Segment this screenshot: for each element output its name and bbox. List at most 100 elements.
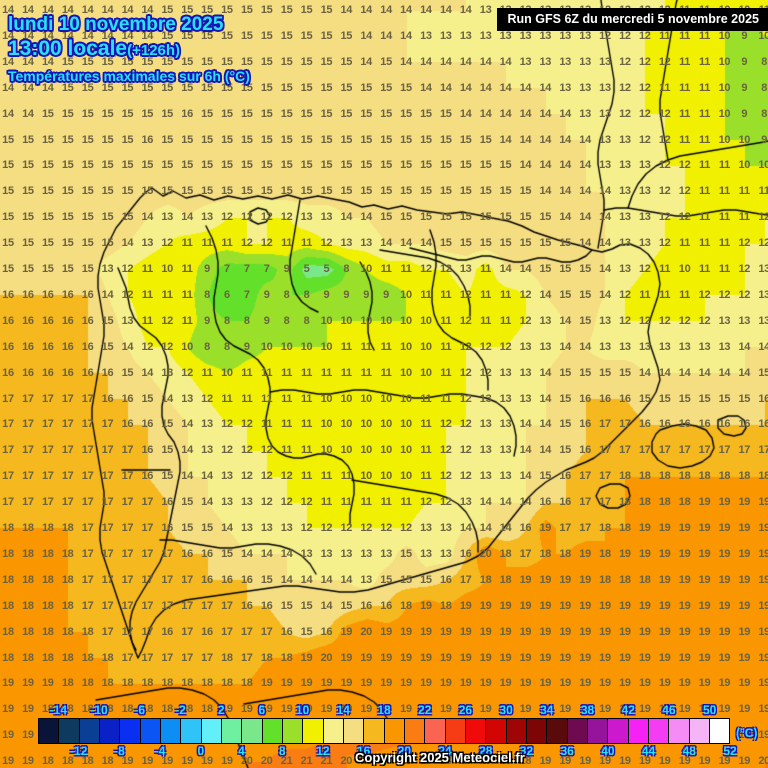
grid-temperature-value: 14: [539, 107, 552, 120]
grid-temperature-value: 18: [61, 625, 74, 638]
grid-temperature-value: 13: [619, 211, 631, 224]
grid-temperature-value: 15: [280, 29, 293, 42]
grid-temperature-value: 17: [121, 651, 134, 664]
grid-temperature-value: 11: [738, 211, 750, 224]
legend-swatch: [221, 719, 243, 743]
legend-swatch: [486, 719, 507, 743]
grid-temperature-value: 18: [658, 470, 671, 483]
grid-temperature-value: 19: [738, 651, 751, 664]
legend-tick-label: 52: [723, 744, 737, 758]
grid-temperature-value: 19: [459, 651, 472, 664]
grid-temperature-value: 13: [479, 4, 492, 16]
grid-temperature-value: 13: [420, 29, 432, 42]
grid-temperature-value: 15: [2, 211, 14, 224]
grid-temperature-value: 18: [61, 522, 74, 534]
grid-temperature-value: 14: [201, 470, 213, 483]
grid-temperature-value: 14: [181, 444, 193, 457]
grid-temperature-value: 19: [519, 573, 532, 586]
grid-temperature-value: 12: [738, 237, 751, 250]
grid-temperature-value: 17: [161, 547, 174, 560]
grid-temperature-value: 19: [758, 651, 768, 664]
grid-temperature-value: 9: [243, 340, 250, 353]
grid-temperature-value: 19: [678, 755, 691, 768]
grid-temperature-value: 14: [61, 29, 74, 42]
grid-temperature-value: 15: [479, 159, 492, 172]
grid-temperature-value: 16: [201, 547, 213, 560]
grid-temperature-value: 17: [41, 470, 54, 483]
grid-temperature-value: 17: [2, 470, 14, 483]
grid-temperature-value: 12: [638, 107, 651, 120]
grid-temperature-value: 12: [161, 340, 174, 353]
grid-temperature-value: 19: [638, 703, 651, 716]
grid-temperature-value: 15: [439, 185, 452, 198]
grid-temperature-value: 17: [41, 444, 54, 457]
grid-temperature-value: 15: [380, 185, 392, 198]
grid-temperature-value: 19: [579, 625, 591, 638]
grid-temperature-value: 12: [340, 522, 353, 534]
grid-temperature-value: 14: [400, 29, 412, 42]
grid-temperature-value: 18: [758, 470, 768, 483]
grid-temperature-value: 15: [61, 185, 74, 198]
grid-temperature-value: 17: [61, 444, 74, 457]
grid-temperature-value: 19: [479, 651, 492, 664]
grid-temperature-value: 12: [619, 55, 631, 68]
grid-temperature-value: 14: [280, 573, 293, 586]
grid-temperature-value: 11: [241, 392, 253, 405]
grid-temperature-value: 15: [320, 107, 333, 120]
grid-temperature-value: 12: [658, 133, 671, 146]
grid-temperature-value: 19: [579, 547, 591, 560]
grid-temperature-value: 15: [240, 4, 253, 16]
grid-temperature-value: 8: [303, 314, 310, 327]
grid-temperature-value: 18: [439, 599, 452, 612]
grid-temperature-value: 19: [718, 573, 731, 586]
grid-temperature-value: 20: [340, 755, 353, 768]
grid-temperature-value: 12: [638, 81, 651, 94]
grid-temperature-value: 16: [698, 418, 711, 431]
grid-temperature-value: 18: [519, 755, 532, 768]
grid-temperature-value: 19: [579, 573, 591, 586]
grid-temperature-value: 14: [579, 133, 591, 146]
grid-temperature-value: 12: [400, 522, 412, 534]
grid-temperature-value: 20: [260, 755, 273, 768]
grid-temperature-value: 10: [380, 444, 392, 457]
grid-temperature-value: 10: [400, 340, 412, 353]
grid-temperature-value: 12: [420, 263, 432, 275]
grid-temperature-value: 13: [439, 29, 452, 42]
grid-temperature-value: 12: [240, 418, 253, 431]
grid-temperature-value: 15: [161, 444, 174, 457]
grid-temperature-value: 14: [738, 340, 751, 353]
grid-temperature-value: 10: [420, 366, 432, 379]
grid-temperature-value: 11: [141, 288, 153, 301]
grid-temperature-value: 14: [579, 185, 591, 198]
grid-temperature-value: 17: [459, 573, 472, 586]
grid-temperature-value: 19: [758, 496, 768, 509]
grid-temperature-value: 19: [380, 703, 392, 716]
grid-temperature-value: 19: [22, 703, 34, 716]
grid-temperature-value: 15: [240, 55, 253, 68]
grid-temperature-value: 16: [2, 340, 14, 353]
grid-temperature-value: 11: [181, 288, 193, 301]
grid-temperature-value: 14: [439, 4, 452, 16]
grid-temperature-value: 16: [201, 573, 213, 586]
grid-temperature-value: 19: [579, 651, 591, 664]
grid-temperature-value: 15: [479, 133, 492, 146]
grid-temperature-value: 11: [300, 418, 313, 431]
grid-temperature-value: 15: [499, 185, 512, 198]
grid-temperature-value: 16: [519, 522, 532, 534]
grid-temperature-value: 15: [758, 366, 768, 379]
grid-temperature-value: 10: [320, 340, 333, 353]
grid-temperature-value: 11: [659, 29, 671, 42]
grid-temperature-value: 19: [439, 651, 452, 664]
grid-temperature-value: 19: [320, 677, 333, 690]
grid-temperature-value: 18: [121, 703, 134, 716]
grid-temperature-value: 17: [61, 418, 74, 431]
grid-temperature-value: 16: [81, 288, 94, 301]
grid-temperature-value: 19: [619, 677, 631, 690]
grid-temperature-value: 17: [579, 522, 591, 534]
grid-temperature-value: 11: [261, 392, 273, 405]
grid-temperature-value: 15: [260, 4, 273, 16]
grid-temperature-value: 19: [738, 522, 751, 534]
grid-temperature-value: 18: [400, 755, 412, 768]
legend-tick-label: 24: [438, 744, 452, 758]
grid-temperature-value: 16: [22, 288, 34, 301]
